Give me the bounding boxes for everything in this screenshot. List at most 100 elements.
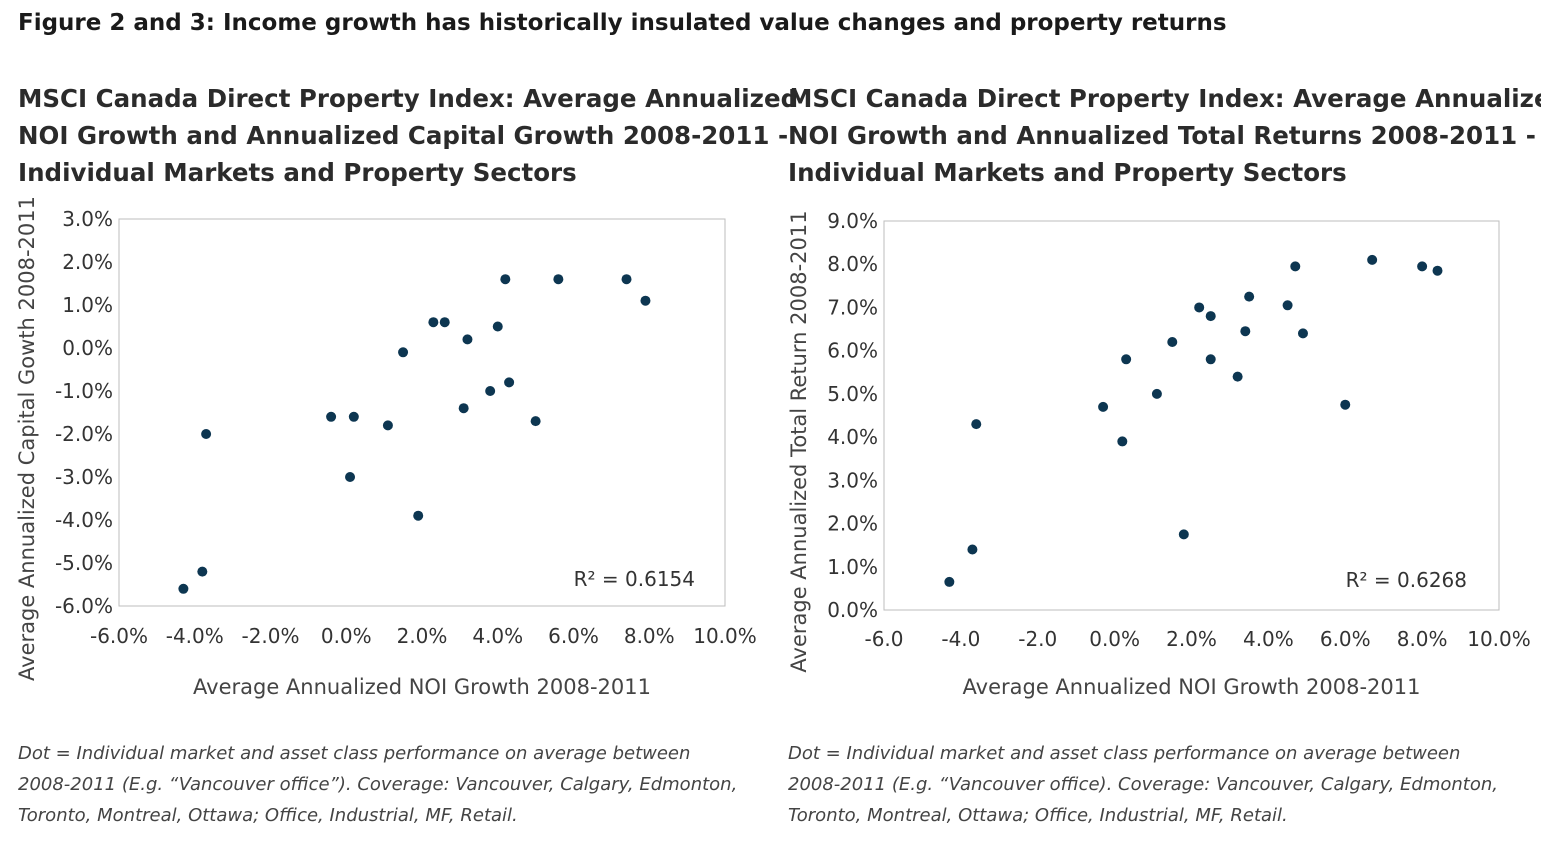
chart-panel-capital-growth: MSCI Canada Direct Property Index: Avera… [0,0,799,843]
y-axis-label: Average Annualized Total Return 2008-201… [787,210,811,672]
scatter-point [1121,354,1132,365]
y-tick-label: 7.0% [827,295,878,319]
y-tick-label: -5.0% [55,551,113,575]
x-tick-label: 6.0% [548,624,599,648]
y-tick-label: 3.0% [62,207,113,231]
y-tick-label: -3.0% [55,465,113,489]
scatter-point [439,317,450,328]
scatter-point [485,386,496,396]
note-line: 2008-2011 (E.g. “Vancouver office). Cove… [788,774,1498,795]
plot-area [118,218,726,607]
note-line: Toronto, Montreal, Ottawa; Office, Indus… [18,805,518,826]
scatter-point [1367,254,1378,265]
x-tick-label: 0.0% [321,624,372,648]
y-tick-label: 9.0% [827,209,878,233]
note-line: Dot = Individual market and asset class … [18,743,691,764]
y-tick-label: 2.0% [62,250,113,274]
x-tick-label: 2.0% [1166,627,1217,651]
x-tick-label: 10.0% [693,624,757,648]
scatter-point [382,420,393,431]
scatter-point [1244,291,1255,302]
scatter-point [326,411,337,422]
y-tick-label: -1.0% [55,379,113,403]
x-tick-label: -2.0% [241,624,299,648]
scatter-point [1240,326,1251,337]
y-tick-label: 0.0% [827,598,878,622]
scatter-point [1205,354,1216,365]
scatter-point [1178,529,1189,540]
scatter-point [458,403,469,414]
scatter-point [1290,261,1301,272]
scatter-point [530,416,541,427]
y-axis-label: Average Annualized Capital Gowth 2008-20… [15,196,39,681]
scatter-point [553,274,564,285]
scatter-point [462,334,473,345]
y-tick-label: -4.0% [55,508,113,532]
scatter-point [1297,328,1308,339]
y-tick-label: -2.0% [55,422,113,446]
y-tick-label: 6.0% [827,339,878,363]
scatter-point [504,377,515,388]
scatter-point [944,576,955,587]
scatter-point [1098,401,1109,412]
scatter-point [500,274,511,285]
x-tick-label: 4.0% [472,624,523,648]
scatter-point [1151,388,1162,399]
scatter-chart-total-return: 9.0% 8.0% 7.0% 6.0% 5.0% 4.0% 3.0% 2.0% 1.0% 0.0%… [787,209,1531,699]
note-line: Toronto, Montreal, Ottawa; Office, Indus… [788,805,1288,826]
r-squared-label: R² = 0.6268 [1346,568,1467,592]
x-axis-label: Average Annualized NOI Growth 2008-2011 [193,675,651,699]
scatter-point [1417,261,1428,272]
figure-title: Figure 2 and 3: Income growth has histor… [18,10,1227,36]
scatter-point [621,274,632,285]
x-tick-label: 8.0% [1397,627,1448,651]
scatter-point [178,583,189,594]
scatter-point [492,321,503,332]
x-axis-label: Average Annualized NOI Growth 2008-2011 [963,675,1421,699]
chart-title-line: NOI Growth and Annualized Total Returns … [788,121,1536,150]
chart-title-line: MSCI Canada Direct Property Index: Avera… [18,84,799,113]
chart-note: Dot = Individual market and asset class … [788,738,1508,831]
scatter-point [413,510,424,521]
scatter-point [1194,302,1205,313]
scatter-point [1117,436,1128,447]
chart-panel-total-return: MSCI Canada Direct Property Index: Avera… [770,0,1541,843]
y-tick-label: 2.0% [827,512,878,536]
y-tick-label: 0.0% [62,336,113,360]
scatter-point [201,429,212,439]
scatter-point [971,419,982,430]
x-tick-label: -6.0% [90,624,148,648]
x-tick-label: -2.0 [1018,627,1057,651]
y-tick-label: 3.0% [827,468,878,492]
x-tick-label: 2.0% [397,624,448,648]
scatter-point [1282,300,1293,311]
scatter-point [967,544,978,555]
chart-title-line: NOI Growth and Annualized Capital Growth… [18,121,789,150]
scatter-point [1205,311,1216,322]
y-tick-label: -6.0% [55,594,113,618]
chart-title-line: Individual Markets and Property Sectors [18,158,577,187]
x-tick-label: -6.0 [864,627,903,651]
plot-area [883,220,1500,611]
scatter-point [428,317,439,328]
scatter-point [197,566,208,577]
x-tick-label: 10.0% [1467,627,1531,651]
chart-title-line: MSCI Canada Direct Property Index: Avera… [788,84,1541,113]
x-tick-label: -4.0% [166,624,224,648]
scatter-point [1167,337,1178,348]
y-tick-label: 4.0% [827,425,878,449]
y-tick-label: 1.0% [62,293,113,317]
y-tick-label: 8.0% [827,252,878,276]
note-line: 2008-2011 (E.g. “Vancouver office”). Cov… [18,774,738,795]
scatter-point [348,411,359,422]
chart-note: Dot = Individual market and asset class … [18,738,738,831]
x-tick-label: 0.0% [1089,627,1140,651]
r-squared-label: R² = 0.6154 [574,567,695,591]
y-tick-label: 5.0% [827,382,878,406]
chart-title: MSCI Canada Direct Property Index: Avera… [788,80,1541,191]
scatter-point [1340,399,1351,410]
scatter-point [398,347,409,358]
scatter-chart-capital-growth: 3.0% 2.0% 1.0% 0.0% -1.0% -2.0% -3.0% -4.0% -5.0… [15,196,757,699]
scatter-point [1232,371,1243,382]
x-tick-label: 8.0% [624,624,675,648]
